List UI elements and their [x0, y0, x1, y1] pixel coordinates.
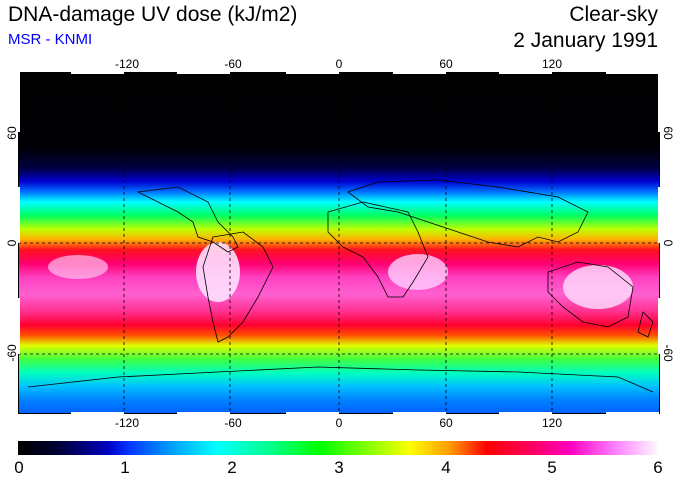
- colorbar-label-2: 2: [227, 458, 237, 477]
- lat-tick-right-60: 60: [661, 126, 675, 140]
- data-source: MSR - KNMI: [8, 31, 93, 48]
- lon-tick-top-120: 120: [541, 57, 563, 71]
- lat-tick-left-m60: -60: [5, 344, 19, 362]
- lat-tick-left-0: 0: [5, 239, 19, 247]
- colorbar-label-3: 3: [334, 458, 344, 477]
- lon-tick-bottom-0: 0: [335, 416, 343, 430]
- colorbar-label-0: 0: [14, 458, 24, 477]
- map-title: DNA-damage UV dose (kJ/m2): [8, 3, 298, 26]
- uv-dose-map: [18, 72, 660, 414]
- sky-condition: Clear-sky: [569, 3, 658, 26]
- colorbar-label-6: 6: [653, 458, 663, 477]
- colorbar-label-5: 5: [547, 458, 557, 477]
- lon-tick-top-0: 0: [335, 57, 343, 71]
- lon-tick-bottom-60: 60: [439, 416, 453, 430]
- color-scale-bar: [18, 441, 660, 455]
- colorbar-label-4: 4: [441, 458, 451, 477]
- lon-tick-top-60: 60: [439, 57, 453, 71]
- map-date: 2 January 1991: [513, 29, 658, 52]
- lat-tick-left-60: 60: [5, 126, 19, 140]
- lon-tick-top-m120: -120: [114, 57, 140, 71]
- lon-tick-bottom-m60: -60: [224, 416, 242, 430]
- lon-tick-bottom-120: 120: [541, 416, 563, 430]
- lon-tick-bottom-m120: -120: [114, 416, 140, 430]
- colorbar-label-1: 1: [120, 458, 130, 477]
- lat-tick-right-m60: -60: [661, 344, 675, 362]
- lat-tick-right-0: 0: [661, 239, 675, 247]
- lon-tick-top-m60: -60: [224, 57, 242, 71]
